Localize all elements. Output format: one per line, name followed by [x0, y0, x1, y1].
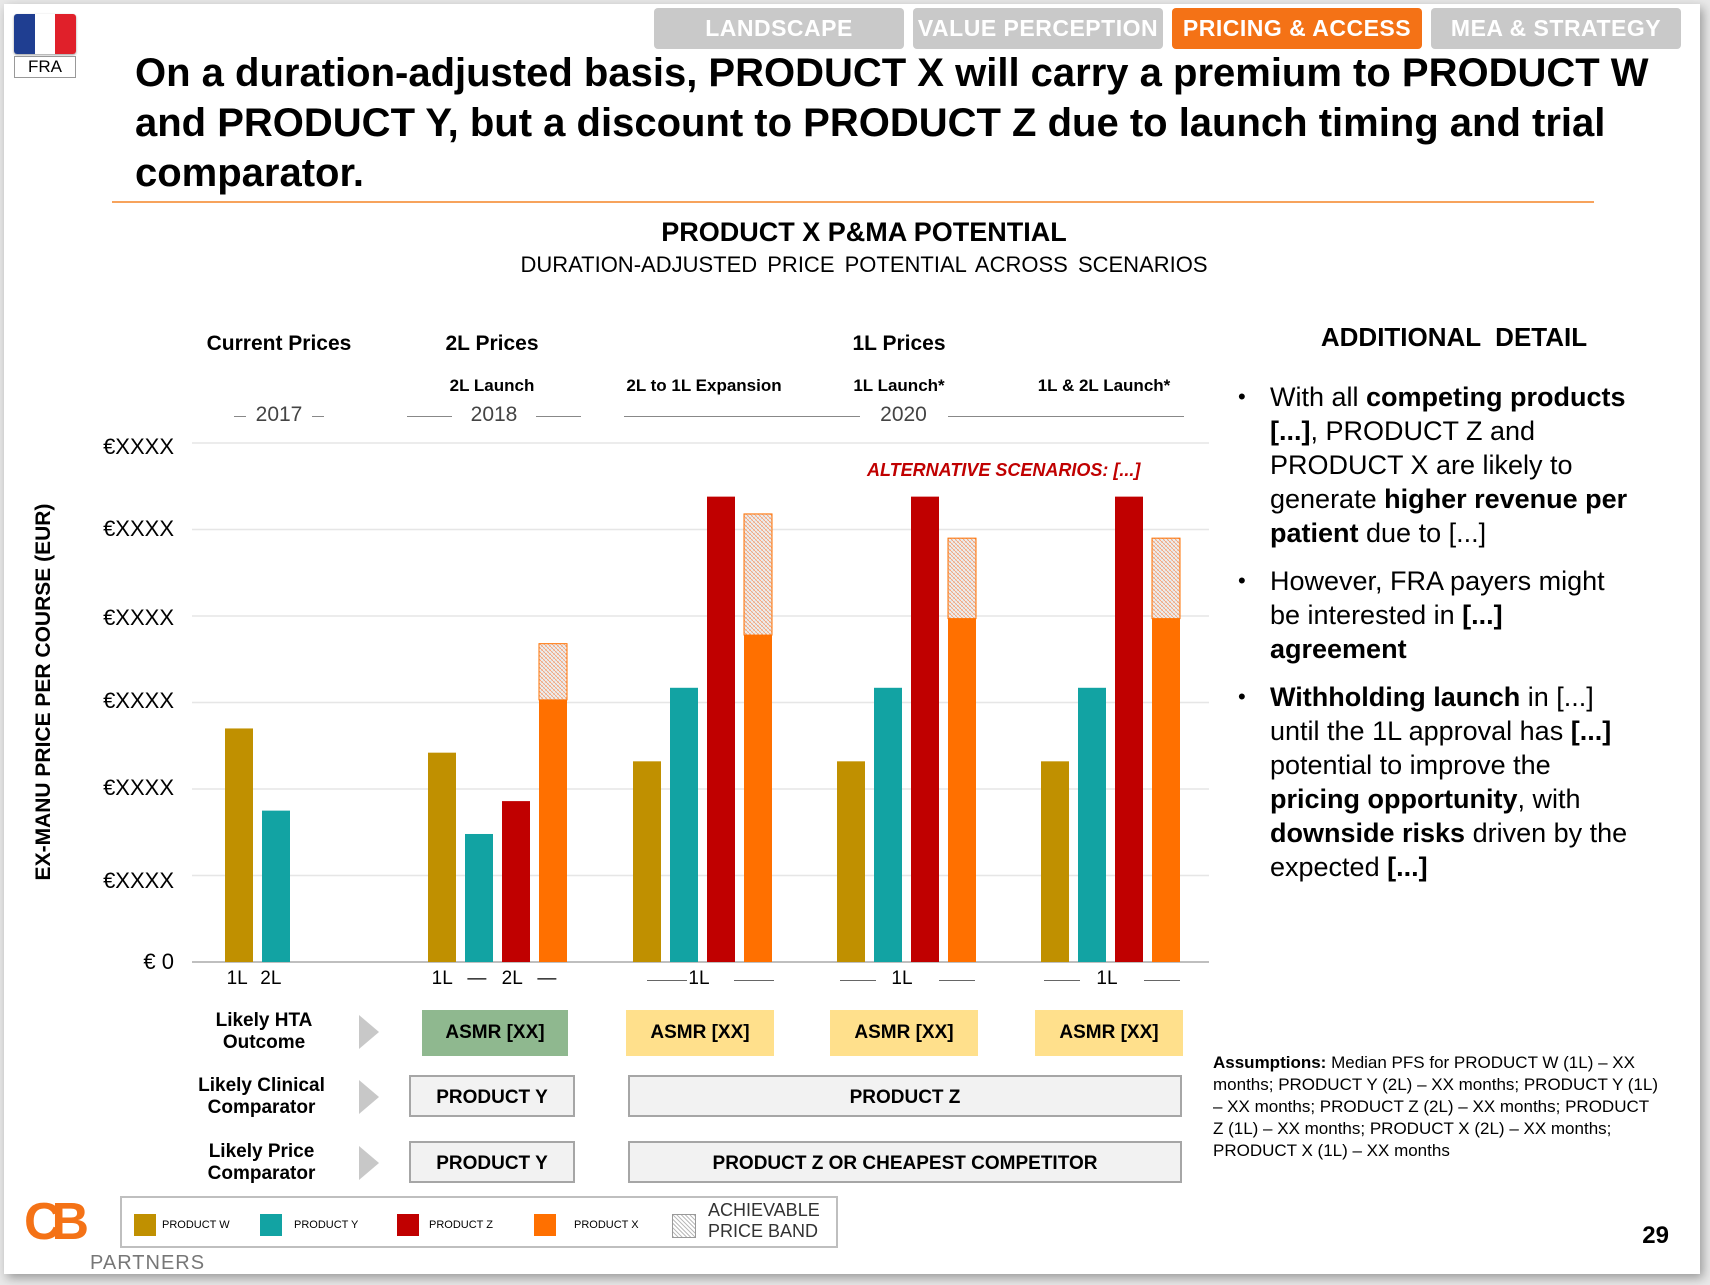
slide: FRA LANDSCAPE VALUE PERCEPTION PRICING &… — [4, 4, 1700, 1274]
row-arrow-icon — [359, 1015, 379, 1049]
logo-letters: CB — [24, 1192, 79, 1252]
detail-bullet: • Withholding launch in [...] until the 1… — [1270, 680, 1642, 884]
legend-label: ACHIEVABLE PRICE BAND — [708, 1200, 828, 1242]
x-axis-rule — [840, 980, 876, 981]
hta-outcome-badge: ASMR [XX] — [626, 1010, 774, 1056]
bar-product-x — [948, 619, 976, 962]
assumptions-label: Assumptions: — [1213, 1053, 1326, 1072]
achievable-price-band — [948, 538, 976, 618]
x-axis-rule — [1144, 980, 1180, 981]
bar-product-w — [428, 753, 456, 962]
bar-product-w — [837, 761, 865, 962]
row-label-hta: Likely HTA Outcome — [199, 1010, 329, 1054]
row-arrow-icon — [359, 1146, 379, 1180]
row-label-clinical: Likely Clinical Comparator — [184, 1075, 339, 1119]
x-axis-label: 1L — [1072, 968, 1142, 990]
achievable-price-band — [744, 514, 772, 635]
price-comparator-box: PRODUCT Y — [409, 1141, 575, 1183]
page-number: 29 — [1619, 1222, 1669, 1250]
clinical-comparator-box: PRODUCT Y — [409, 1075, 575, 1117]
x-axis-rule — [939, 980, 975, 981]
assumptions-note: Assumptions: Median PFS for PRODUCT W (1… — [1213, 1052, 1663, 1162]
legend-swatch-price-band — [672, 1214, 696, 1238]
legend-label: PRODUCT Z — [429, 1214, 493, 1236]
legend-swatch-product-w — [134, 1214, 156, 1236]
clinical-comparator-box: PRODUCT Z — [628, 1075, 1182, 1117]
x-axis-label: 1L — [867, 968, 937, 990]
bar-product-w — [225, 728, 253, 962]
legend-label: PRODUCT X — [574, 1214, 639, 1236]
x-axis-label: 1L — 2L — — [409, 968, 579, 990]
bar-product-z — [1115, 497, 1143, 962]
bar-product-y — [874, 688, 902, 962]
bar-product-z — [911, 497, 939, 962]
logo-word: PARTNERS — [90, 1252, 205, 1274]
row-arrow-icon — [359, 1080, 379, 1114]
additional-detail-heading: ADDITIONAL DETAIL — [1244, 322, 1664, 353]
x-axis-rule — [1044, 980, 1080, 981]
chart-legend: PRODUCT W PRODUCT Y PRODUCT Z PRODUCT X … — [120, 1196, 838, 1248]
hta-outcome-badge: ASMR [XX] — [830, 1010, 978, 1056]
detail-bullet: • However, FRA payers might be interested… — [1270, 564, 1642, 666]
legend-swatch-product-z — [397, 1214, 419, 1236]
bar-product-x — [744, 635, 772, 962]
bar-product-y — [670, 688, 698, 962]
bar-product-w — [1041, 761, 1069, 962]
alternative-scenarios-annotation: ALTERNATIVE SCENARIOS: [...] — [867, 460, 1187, 481]
legend-swatch-product-y — [260, 1214, 282, 1236]
legend-label: PRODUCT W — [162, 1214, 230, 1236]
bar-product-x — [1152, 619, 1180, 962]
bar-product-y — [262, 811, 290, 962]
bar-product-z — [502, 801, 530, 962]
price-comparator-box: PRODUCT Z OR CHEAPEST COMPETITOR — [628, 1141, 1182, 1183]
detail-bullet: • With all competing products [...], PROD… — [1270, 380, 1642, 550]
x-axis-label: 1L — [664, 968, 734, 990]
achievable-price-band — [1152, 538, 1180, 618]
hta-outcome-badge: ASMR [XX] — [1035, 1010, 1183, 1056]
bar-product-w — [633, 761, 661, 962]
bar-product-y — [465, 834, 493, 962]
achievable-price-band — [539, 644, 567, 700]
row-label-price: Likely Price Comparator — [184, 1141, 339, 1185]
bar-product-y — [1078, 688, 1106, 962]
hta-outcome-badge: ASMR [XX] — [422, 1010, 568, 1056]
legend-swatch-product-x — [534, 1214, 556, 1236]
bar-product-z — [707, 497, 735, 962]
legend-label: PRODUCT Y — [294, 1214, 358, 1236]
x-axis-rule — [734, 980, 774, 981]
bar-product-x — [539, 700, 567, 962]
x-axis-rule — [647, 980, 687, 981]
x-axis-label: 1L 2L — [204, 968, 304, 990]
